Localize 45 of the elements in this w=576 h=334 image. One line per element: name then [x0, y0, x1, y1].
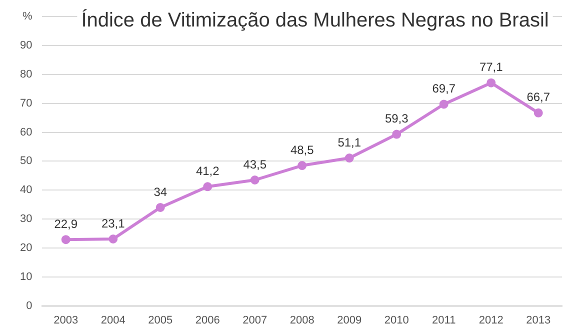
x-tick-label: 2007	[242, 314, 268, 326]
data-label: 77,1	[479, 60, 504, 74]
y-tick-label: 40	[20, 184, 32, 196]
x-tick-label: 2005	[148, 314, 173, 326]
point	[344, 154, 354, 163]
point	[298, 161, 307, 170]
point	[203, 182, 212, 192]
data-label: 66,7	[526, 90, 550, 104]
point	[486, 78, 496, 88]
y-tick-label: 90	[20, 40, 32, 52]
x-tick-label: 2013	[526, 314, 551, 326]
x-tick-label: 2010	[384, 314, 409, 326]
data-label: 69,7	[432, 82, 456, 96]
x-tick-label: 2004	[100, 314, 126, 326]
y-tick-label: 80	[20, 68, 32, 80]
y-tick-label: 70	[20, 97, 32, 110]
data-label: 48,5	[290, 142, 314, 157]
data-label: 59,3	[384, 112, 409, 126]
x-tick-label: 2003	[54, 314, 78, 326]
point	[534, 108, 543, 118]
x-tick-label: 2008	[290, 314, 314, 326]
x-tick-label: 2011	[432, 314, 456, 326]
y-tick-label: 0	[26, 300, 32, 312]
data-label: 22,9	[54, 216, 78, 231]
y-tick-label: 60	[20, 126, 32, 138]
point	[156, 202, 165, 212]
y-tick-label: 20	[20, 242, 32, 254]
y-tick-label: 10	[20, 270, 32, 283]
point	[61, 235, 70, 244]
point	[108, 234, 118, 244]
data-label: 41,2	[196, 164, 220, 178]
x-tick-label: 2006	[195, 314, 220, 326]
x-tick-label: 2009	[337, 314, 362, 326]
point	[439, 100, 448, 109]
data-label: 23,1	[101, 216, 126, 230]
x-tick-label: 2012	[478, 314, 504, 326]
point	[250, 176, 260, 184]
data-label: 51,1	[338, 135, 362, 150]
point	[392, 130, 402, 139]
data-label: 43,5	[243, 157, 267, 172]
data-label: 34	[154, 184, 168, 199]
y-tick-label: %	[22, 10, 32, 23]
y-tick-label: 30	[20, 213, 32, 226]
y-tick-label: 50	[20, 155, 32, 168]
chart-title: Índice de Vitimização das Mulheres Negras no Brasil	[81, 8, 549, 32]
